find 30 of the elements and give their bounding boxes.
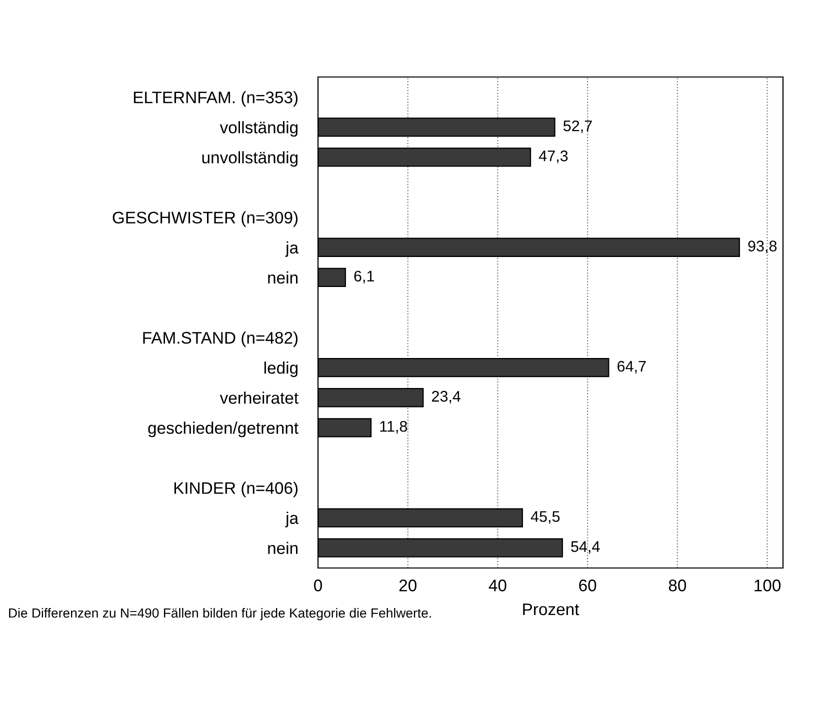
data-label: 11,8 [380, 420, 408, 434]
data-label: 45,5 [530, 511, 560, 524]
y-tick-label: GESCHWISTER (n=309) [112, 211, 298, 227]
data-label: 54,4 [571, 541, 600, 554]
x-axis-title: Prozent [523, 604, 580, 616]
x-tick-label: 0 [314, 580, 322, 592]
y-tick-label: ledig [264, 362, 298, 378]
data-label: 52,7 [563, 120, 592, 134]
y-tick-label: FAM.STAND (n=482) [143, 331, 298, 348]
x-tick-label: 20 [399, 580, 416, 592]
text: Die Differenzen zu N=490 Fällen bilden für jede Kategorie die Fehlwerte. [9, 608, 431, 620]
y-tick-label: ja [285, 512, 299, 528]
y-tick-label: unvollständig [202, 151, 298, 167]
y-tick-label: ELTERNFAM. (n=353) [134, 91, 298, 107]
y-tick-label: ja [285, 241, 299, 257]
y-tick-label: KINDER (n=406) [174, 482, 298, 498]
x-tick-label: 40 [488, 580, 506, 592]
y-tick-label: nein [268, 271, 298, 284]
y-tick-label: geschieden/getrennt [148, 422, 298, 438]
data-label: 47,3 [538, 150, 568, 164]
data-label: 23,4 [432, 390, 461, 404]
y-tick-label: verheiratet [220, 392, 298, 404]
data-label: 93,8 [748, 240, 777, 254]
data-label: 6,1 [354, 270, 374, 284]
y-tick-label: nein [268, 542, 298, 554]
x-tick-label: 60 [579, 580, 596, 592]
data-label: 64,7 [618, 360, 646, 374]
y-tick-label: vollständig [220, 121, 298, 137]
x-tick-label: 80 [668, 580, 686, 592]
x-tick-label: 100 [754, 580, 781, 592]
